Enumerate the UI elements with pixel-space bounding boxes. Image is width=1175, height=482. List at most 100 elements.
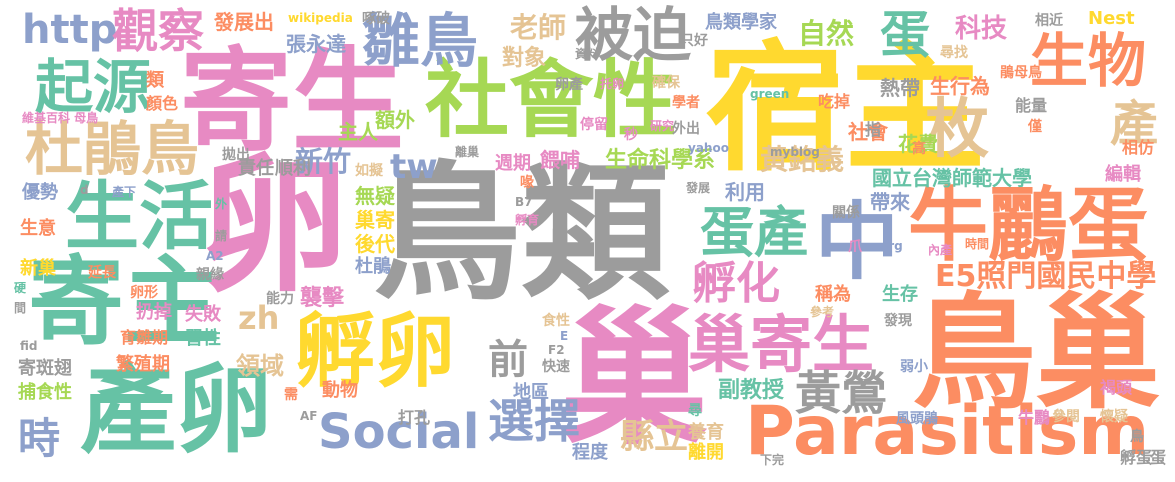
word-cloud-word: 稱為	[815, 284, 851, 305]
word-cloud-word: 延長	[88, 265, 116, 281]
word-cloud-word: 卵形	[130, 285, 158, 301]
word-cloud-word: 喙	[520, 175, 534, 191]
word-cloud-word: 新巢	[20, 258, 56, 279]
word-cloud-word: 卵產	[555, 77, 583, 93]
word-cloud-word: B7	[515, 195, 533, 209]
word-cloud-word: 扔掉	[136, 302, 172, 323]
word-cloud-word: 尋找	[940, 45, 968, 61]
word-cloud-word: 需	[284, 387, 298, 403]
word-cloud-word: Social	[318, 404, 480, 460]
word-cloud-word: 鳥類	[373, 148, 669, 320]
word-cloud-word: 離開	[688, 442, 724, 463]
word-cloud-word: 親緣	[196, 267, 224, 283]
word-cloud-word: 責任	[238, 158, 274, 179]
word-cloud-word: 養育	[688, 422, 724, 443]
word-cloud-word: 能量	[1015, 96, 1048, 115]
word-cloud-word: 社會	[848, 120, 888, 144]
word-cloud-word: 打孔	[398, 408, 431, 427]
word-cloud-word: 中	[815, 193, 900, 291]
word-cloud-word: 高	[912, 141, 926, 157]
word-cloud-word: zh	[238, 299, 280, 337]
word-cloud-word: 程度	[572, 442, 608, 463]
word-cloud-word: A2	[206, 249, 224, 263]
word-cloud-word: 關係	[832, 205, 860, 221]
word-cloud-word: 育雛期	[120, 328, 169, 347]
word-cloud-word: 襲擊	[300, 286, 345, 311]
word-cloud-word: 無疑	[355, 184, 395, 208]
word-cloud-word: 類	[146, 70, 164, 91]
word-cloud-word: 外	[215, 197, 228, 211]
word-cloud-word: 產	[1110, 96, 1159, 152]
word-cloud-word: org	[880, 239, 903, 253]
word-cloud-word: 餵哺	[540, 148, 580, 172]
word-cloud-word: 雛鳥	[362, 7, 479, 75]
word-cloud-word: 資料	[575, 47, 600, 61]
word-cloud-word: 發展出	[214, 10, 274, 34]
word-cloud-word: 孵化	[692, 258, 780, 309]
word-cloud-word: 下完	[760, 453, 785, 467]
word-cloud-word: Parasitism	[745, 392, 1150, 471]
word-cloud-word: 優勢	[22, 182, 58, 203]
word-cloud-word: green	[750, 87, 790, 101]
word-cloud-word: 宿主	[705, 28, 986, 191]
word-cloud-word: 只好	[680, 33, 708, 49]
word-cloud-word: myblog	[770, 145, 820, 159]
word-cloud-word: 新竹	[295, 145, 352, 178]
word-cloud-word: 孵育	[515, 213, 540, 227]
word-cloud-word: 鳥	[1130, 429, 1144, 445]
word-cloud-word: 快速	[542, 359, 570, 375]
word-cloud-word: E	[560, 329, 569, 343]
word-cloud-word: 主人	[338, 120, 378, 144]
word-cloud-word: 參閱	[1052, 409, 1080, 425]
word-cloud-word: 間	[14, 301, 27, 315]
word-cloud-word: E5照門國民中學	[935, 259, 1157, 294]
word-cloud-word: 生存	[882, 284, 918, 305]
word-cloud-word: 研究	[650, 119, 675, 133]
word-cloud-word: 寄斑翅	[18, 358, 72, 379]
word-cloud-word: 顏色	[146, 94, 179, 113]
word-cloud-word: 鳥巢	[912, 282, 1161, 426]
word-cloud-word: 巢	[560, 293, 708, 465]
word-cloud-word: 週期	[495, 153, 531, 174]
word-cloud-word: 張永達	[286, 32, 346, 56]
word-cloud-word: AF	[300, 409, 318, 423]
word-cloud-word: 尋	[688, 403, 702, 419]
word-cloud-word: wikipedia	[288, 11, 353, 25]
word-cloud-word: 副教授	[718, 378, 785, 403]
word-cloud-word: 繁殖期	[116, 354, 170, 375]
word-cloud-word: 吃掉	[818, 92, 851, 111]
word-cloud-word: 巢寄	[355, 208, 395, 232]
word-cloud-word: 時	[18, 414, 61, 463]
word-cloud-word: 社會性	[425, 51, 678, 149]
word-cloud-word: Nest	[1088, 8, 1135, 29]
word-cloud-word: 杜鵑	[355, 256, 391, 277]
word-cloud-word: d	[80, 183, 89, 197]
word-cloud-word: 寄主	[28, 246, 220, 358]
word-cloud-word: 對象	[502, 46, 547, 71]
word-cloud-word: 生意	[20, 218, 56, 239]
word-cloud-word: 拋出	[222, 147, 250, 163]
word-cloud-word: F2	[548, 343, 565, 357]
word-cloud-word: 縣立	[620, 417, 688, 457]
word-cloud-word: 孵卵	[295, 305, 455, 398]
word-cloud-word: 順利	[275, 158, 311, 179]
word-cloud-word: 編輯	[1105, 164, 1141, 185]
word-cloud-word: 維基百科 母鳥	[22, 111, 99, 125]
word-cloud-word: 鳥類學家	[705, 12, 777, 33]
word-cloud-word: 僅	[1028, 119, 1042, 135]
word-cloud-word: 卵	[200, 140, 348, 312]
word-cloud-word: 習性	[185, 328, 221, 349]
word-cloud-word: 外出	[672, 121, 700, 137]
word-cloud-word: 風頭鵑	[896, 411, 938, 427]
word-cloud-word: 失敗	[185, 304, 221, 325]
word-cloud-word: 相仿	[1122, 138, 1155, 157]
word-cloud-word: 發展	[686, 181, 711, 195]
word-cloud-word: 枚	[925, 93, 989, 167]
word-cloud-word: 捕食性	[18, 382, 72, 403]
word-cloud-word: 前	[488, 337, 528, 383]
word-cloud-word: 起源	[35, 53, 152, 121]
word-cloud-word: fid	[20, 339, 38, 353]
word-cloud-word: 帶來	[870, 190, 910, 214]
word-cloud-word: 黃銘義	[760, 143, 845, 176]
word-cloud-word: 產下	[112, 185, 137, 199]
